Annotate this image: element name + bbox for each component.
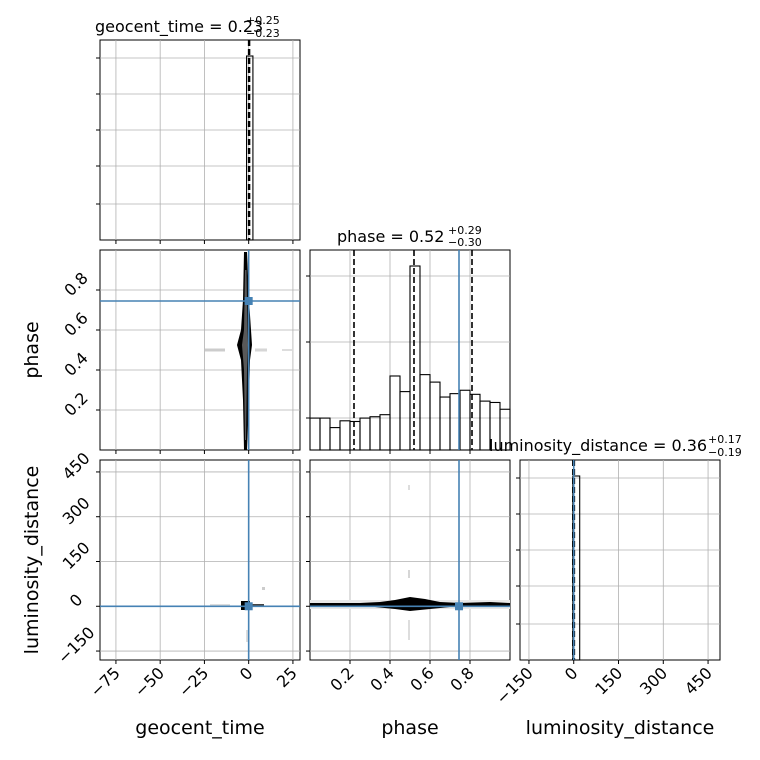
injection-lines bbox=[310, 460, 510, 660]
injection-lines bbox=[100, 250, 300, 450]
panel-distance-histogram: luminosity_distance = 0.36 +0.17 −0.19 bbox=[489, 433, 742, 664]
panel-frame bbox=[99, 249, 301, 451]
x-axis-label-geocent-time: geocent_time bbox=[135, 717, 264, 739]
panel-phase-vs-geocent-time bbox=[96, 249, 301, 454]
title-value: 0.52 bbox=[409, 227, 445, 246]
sample-point bbox=[408, 570, 410, 578]
tick-marks bbox=[306, 275, 471, 454]
title-plus: +0.25 bbox=[246, 14, 280, 27]
y-axis-label-luminosity-distance: luminosity_distance bbox=[21, 466, 43, 655]
injection-lines bbox=[100, 460, 300, 660]
sample-point bbox=[408, 485, 410, 490]
sample-point bbox=[255, 348, 267, 352]
title-value: 0.36 bbox=[671, 436, 707, 455]
injection-marker bbox=[244, 602, 253, 611]
x-axis-label-phase: phase bbox=[381, 717, 438, 739]
injection-marker bbox=[455, 602, 463, 611]
grid-lines bbox=[100, 40, 300, 240]
density-contour-outer bbox=[310, 597, 510, 611]
title-minus: −0.23 bbox=[246, 27, 280, 40]
title-value: 0.23 bbox=[228, 17, 264, 36]
grid-lines bbox=[100, 250, 300, 450]
title-minus: −0.19 bbox=[708, 446, 742, 459]
scatter-points bbox=[408, 485, 410, 640]
panel-title-geocent-time: geocent_time = 0.23 bbox=[95, 17, 263, 37]
panel-frame bbox=[519, 459, 721, 661]
tick-marks bbox=[96, 289, 294, 454]
quantile-lines bbox=[353, 250, 473, 450]
tick-marks bbox=[516, 477, 709, 664]
panel-frame bbox=[99, 459, 301, 661]
y-axis-label-phase: phase bbox=[21, 321, 43, 378]
panel-frame bbox=[99, 39, 301, 241]
quantile-lines bbox=[247, 40, 251, 240]
panel-phase-histogram: phase = 0.52 +0.29 −0.30 bbox=[306, 224, 511, 454]
histogram-bin bbox=[409, 265, 421, 451]
panel-distance-vs-phase bbox=[306, 459, 511, 664]
title-name: luminosity_distance bbox=[489, 436, 648, 456]
title-name: geocent_time bbox=[95, 17, 204, 37]
sample-point bbox=[262, 587, 265, 590]
sample-point bbox=[282, 349, 292, 351]
histogram bbox=[309, 265, 511, 451]
title-name: phase bbox=[337, 227, 385, 246]
injection-marker bbox=[244, 297, 253, 305]
panel-title-luminosity-distance: luminosity_distance = 0.36 bbox=[489, 436, 707, 456]
title-minus: −0.30 bbox=[448, 236, 482, 249]
sample-point bbox=[205, 348, 225, 352]
histogram-bin bbox=[499, 408, 511, 451]
panel-distance-vs-geocent-time bbox=[96, 459, 301, 664]
title-plus: +0.17 bbox=[708, 433, 742, 446]
panel-title-phase: phase = 0.52 bbox=[337, 227, 444, 246]
tick-marks bbox=[96, 471, 294, 664]
panel-geocent-time-histogram: geocent_time = 0.23 +0.25 −0.23 bbox=[95, 14, 301, 244]
tick-marks bbox=[96, 57, 294, 244]
tick-marks bbox=[306, 471, 471, 664]
x-axis-label-luminosity-distance: luminosity_distance bbox=[526, 717, 715, 739]
scatter-points bbox=[205, 348, 292, 352]
sample-point bbox=[408, 620, 410, 640]
density-contour-inner bbox=[242, 270, 248, 440]
title-plus: +0.29 bbox=[448, 224, 482, 237]
sample-point bbox=[246, 630, 248, 642]
density-contours bbox=[310, 485, 510, 640]
